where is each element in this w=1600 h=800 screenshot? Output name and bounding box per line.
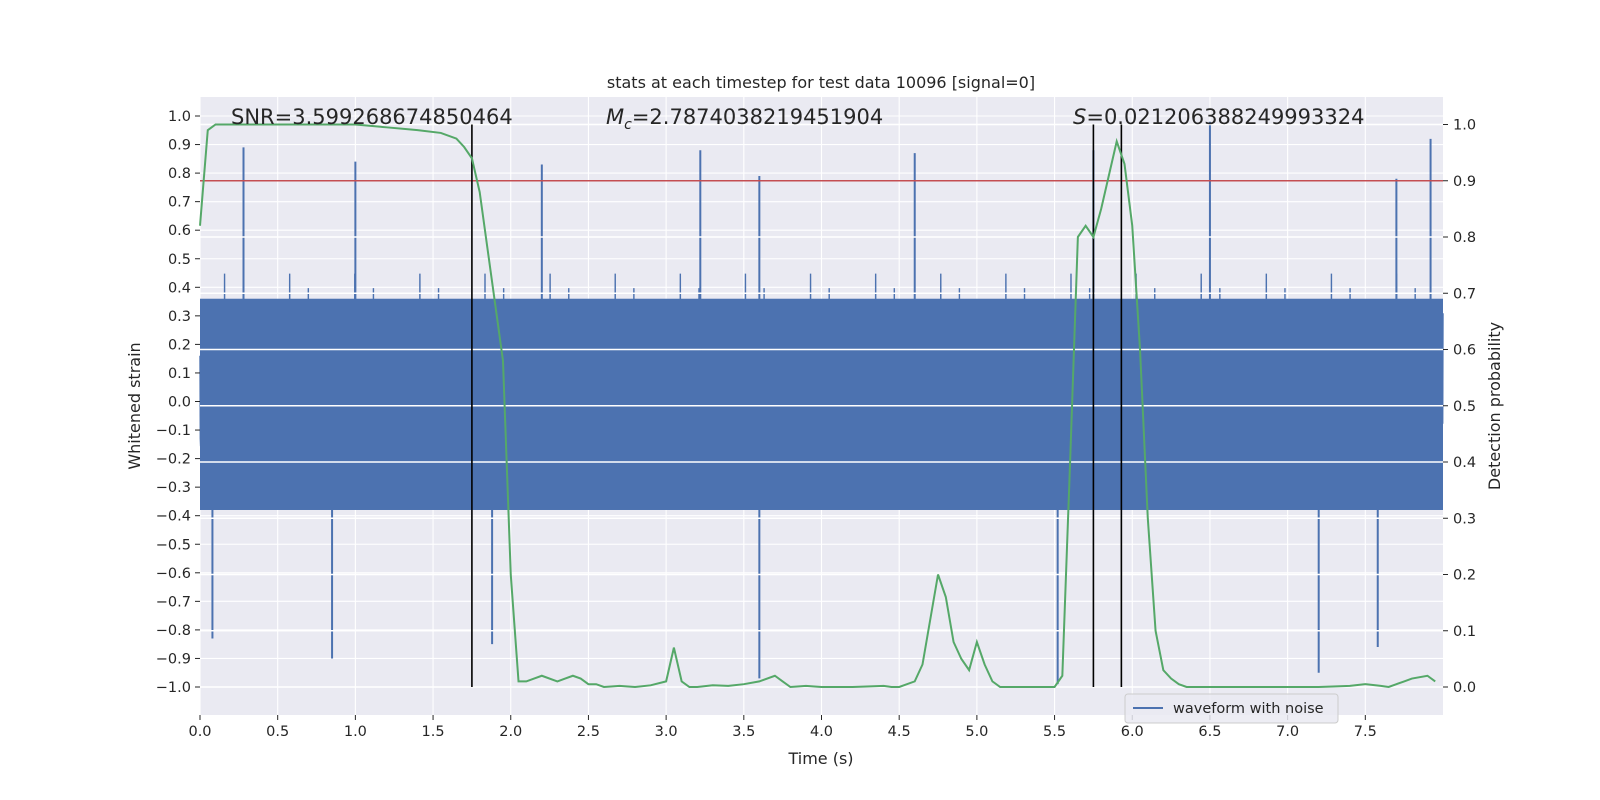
y-left-tick-label: 0.0	[168, 395, 191, 411]
y-left-tick-label: 0.4	[168, 280, 191, 296]
y-right-tick-label: 0.3	[1453, 511, 1476, 527]
x-tick-label: 6.5	[1198, 724, 1221, 740]
x-tick-label: 6.0	[1121, 724, 1144, 740]
x-tick-label: 5.5	[1043, 724, 1066, 740]
y-left-tick-label: −0.7	[156, 594, 191, 610]
x-tick-label: 2.5	[577, 724, 600, 740]
snr-annotation: SNR=3.599268674850464	[231, 105, 513, 129]
y-right-tick-label: 0.1	[1453, 624, 1476, 640]
y-axis-label-left: Whitened strain	[125, 342, 144, 469]
legend: waveform with noise	[1124, 693, 1339, 724]
y-left-tick-label: 1.0	[168, 109, 191, 125]
s-symbol: S	[1073, 105, 1086, 129]
chirp-mass-annotation: Mc=2.7874038219451904	[606, 105, 883, 133]
x-tick-label: 4.5	[888, 724, 911, 740]
y-right-tick-label: 1.0	[1453, 118, 1476, 134]
x-axis-label: Time (s)	[787, 749, 853, 768]
y-left-tick-label: −0.1	[156, 423, 191, 439]
y-left-tick-label: −0.5	[156, 537, 191, 553]
y-left-tick-label: 0.3	[168, 309, 191, 325]
y-left-tick-label: 0.1	[168, 366, 191, 382]
y-right-tick-label: 0.9	[1453, 174, 1476, 190]
y-left-tick-label: −0.4	[156, 509, 191, 525]
y-right-tick-label: 0.2	[1453, 568, 1476, 584]
x-tick-label: 2.0	[499, 724, 522, 740]
chirp-mass-symbol: M	[606, 105, 624, 129]
chirp-mass-subscript: c	[624, 117, 632, 133]
y-right-tick-label: 0.6	[1453, 343, 1476, 359]
probability-line	[199, 123, 1436, 689]
y-left-tick-label: −0.9	[156, 651, 191, 667]
y-left-tick-label: 0.8	[168, 166, 191, 182]
y-right-tick-label: 0.7	[1453, 286, 1476, 302]
legend-box	[1124, 693, 1339, 724]
y-axis-label-right: Detection probability	[1485, 322, 1504, 490]
y-right-tick-label: 0.4	[1453, 455, 1476, 471]
y-left-tick-label: 0.5	[168, 252, 191, 268]
x-tick-label: 1.5	[422, 724, 445, 740]
chirp-mass-value: =2.7874038219451904	[632, 105, 883, 129]
x-tick-label: 4.0	[810, 724, 833, 740]
x-tick-label: 3.0	[655, 724, 678, 740]
x-tick-label: 1.0	[344, 724, 367, 740]
y-left-tick-label: −1.0	[156, 680, 191, 696]
x-tick-label: 5.0	[965, 724, 988, 740]
x-tick-label: 0.0	[188, 724, 211, 740]
y-left-tick-label: 0.2	[168, 337, 191, 353]
y-left-tick-label: −0.2	[156, 452, 191, 468]
legend-label: waveform with noise	[1173, 701, 1324, 717]
overlay	[199, 123, 1443, 689]
y-left-tick-label: −0.6	[156, 566, 191, 582]
s-annotation: S=0.021206388249993324	[1073, 105, 1364, 129]
y-left-tick-label: −0.3	[156, 480, 191, 496]
axis-text: 0.0 0.5 1.0 1.5 2.0 2.5 3.0 3.5 4.0 4.5 5.0 5.5 6.0 6…	[156, 109, 1476, 740]
y-right-tick-label: 0.8	[1453, 230, 1476, 246]
y-right-tick-label: 0.5	[1453, 399, 1476, 415]
y-left-tick-label: 0.9	[168, 138, 191, 154]
y-right-tick-label: 0.0	[1453, 680, 1476, 696]
x-tick-label: 7.5	[1354, 724, 1377, 740]
chart-title: stats at each timestep for test data 100…	[607, 73, 1035, 92]
x-tick-label: 0.5	[266, 724, 289, 740]
x-tick-label: 7.0	[1276, 724, 1299, 740]
y-left-tick-label: 0.6	[168, 223, 191, 239]
s-value: =0.021206388249993324	[1086, 105, 1364, 129]
strain-dense-band	[200, 298, 1443, 510]
strain-series	[199, 121, 1444, 685]
x-tick-label: 3.5	[732, 724, 755, 740]
y-left-tick-label: −0.8	[156, 623, 191, 639]
y-left-tick-label: 0.7	[168, 195, 191, 211]
